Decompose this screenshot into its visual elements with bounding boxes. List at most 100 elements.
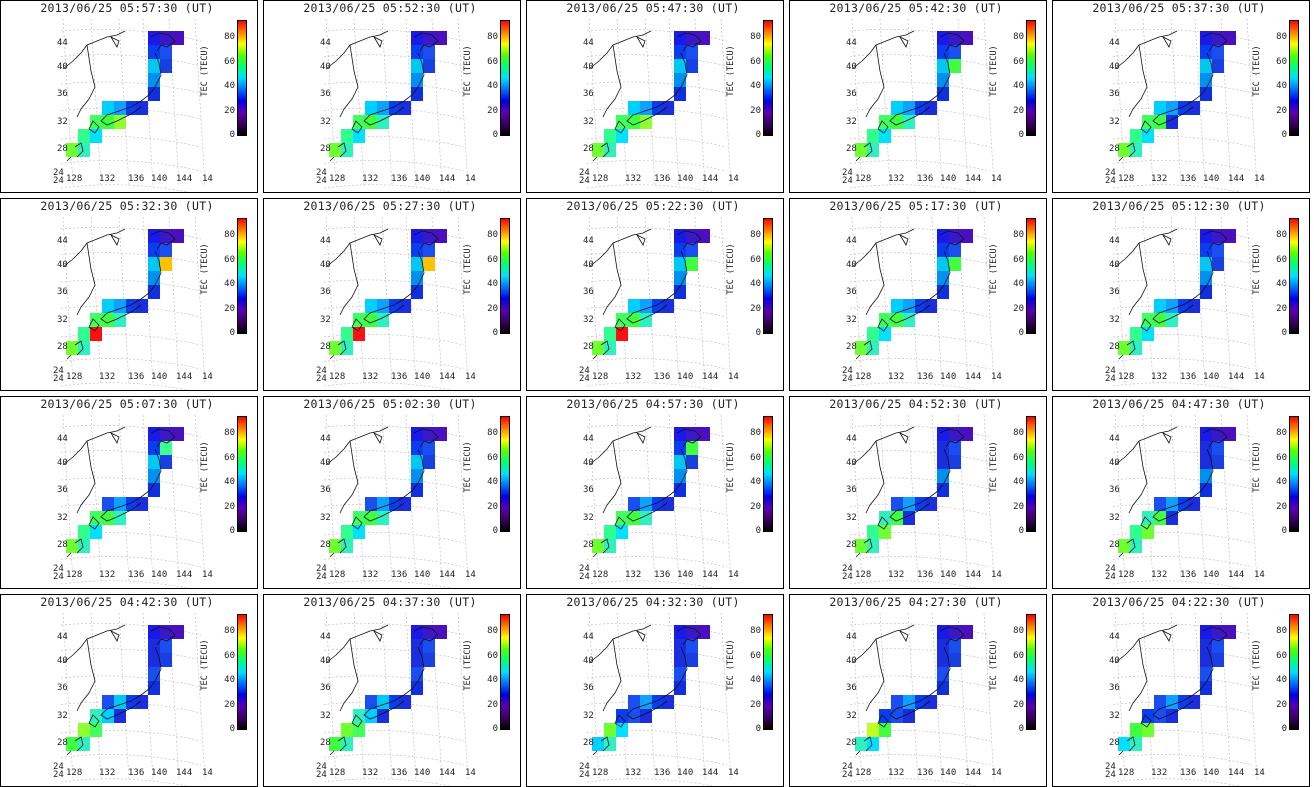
longitude-corner-label: 24 <box>579 770 590 780</box>
colorbar-tick: 40 <box>224 477 235 487</box>
panel-timestamp: 2013/06/25 05:02:30 (UT) <box>303 397 477 411</box>
tec-cell <box>961 31 973 45</box>
latitude-label: 40 <box>846 656 857 666</box>
graticule <box>586 612 732 786</box>
tec-cell <box>423 59 435 73</box>
tec-cell <box>1212 229 1224 243</box>
tec-cell <box>937 441 949 455</box>
tec-cell <box>341 327 353 341</box>
latitude-label: 24 <box>53 168 64 178</box>
tec-cells <box>329 229 447 355</box>
tec-cell <box>1166 115 1178 129</box>
colorbar-label: TEC (TECU) <box>989 639 999 691</box>
tec-cell <box>616 115 628 129</box>
tec-cell <box>903 709 915 723</box>
longitude-label: 128 <box>592 372 608 382</box>
longitude-label: 140 <box>940 570 956 580</box>
tec-cell <box>867 129 879 143</box>
tec-cell <box>1154 695 1166 709</box>
tec-colorbar <box>1026 416 1036 532</box>
tec-cell <box>686 45 698 59</box>
tec-cell <box>628 709 640 723</box>
colorbar-tick: 20 <box>487 303 498 314</box>
latitude-label: 44 <box>57 236 68 246</box>
colorbar-tick: 40 <box>750 279 761 289</box>
longitude-label: 14 <box>465 570 476 580</box>
colorbar-tick: 60 <box>487 56 498 67</box>
latitude-label: 24 <box>842 366 853 376</box>
tec-cell <box>102 313 114 327</box>
tec-cell <box>411 625 423 639</box>
tec-cell <box>949 243 961 257</box>
longitude-label: 128 <box>1118 372 1134 382</box>
tec-map-panel: 2013/06/25 05:27:30 (UT) 44 40 36 32 28 24 128… <box>263 198 521 391</box>
colorbar-tick: 20 <box>224 501 235 512</box>
longitude-label: 132 <box>625 768 641 778</box>
longitude-label: 14 <box>991 174 1002 184</box>
latitude-label: 28 <box>57 738 68 748</box>
longitude-corner-label: 24 <box>316 374 327 384</box>
coastline <box>851 624 965 756</box>
tec-cell <box>879 709 891 723</box>
latitude-label: 36 <box>1109 683 1120 693</box>
tec-colorbar <box>237 218 247 334</box>
longitude-label: 14 <box>728 768 739 778</box>
tec-cells <box>329 625 447 751</box>
colorbar-tick: 20 <box>1013 699 1024 710</box>
tec-cell <box>353 129 365 143</box>
longitude-label: 14 <box>202 570 213 580</box>
tec-cell <box>903 115 915 129</box>
longitude-label: 144 <box>439 174 455 184</box>
longitude-label: 14 <box>991 768 1002 778</box>
tec-cell <box>891 313 903 327</box>
tec-cell <box>1166 709 1178 723</box>
tec-cell <box>867 327 879 341</box>
coastline <box>588 624 702 756</box>
tec-cell <box>90 327 102 341</box>
longitude-corner-label: 24 <box>316 176 327 186</box>
tec-colorbar <box>1289 20 1299 136</box>
colorbar-tick: 0 <box>492 130 498 140</box>
colorbar-tick: 60 <box>1276 254 1287 265</box>
tec-cell <box>867 539 879 553</box>
longitude-label: 14 <box>728 570 739 580</box>
latitude-label: 28 <box>846 540 857 550</box>
longitude-label: 144 <box>965 372 981 382</box>
tec-cell <box>411 257 423 271</box>
latitude-label: 36 <box>583 485 594 495</box>
tec-cell <box>925 497 937 511</box>
longitude-label: 14 <box>465 174 476 184</box>
tec-cell <box>160 45 172 59</box>
latitude-label: 36 <box>57 485 68 495</box>
longitude-label: 144 <box>439 570 455 580</box>
latitude-label: 24 <box>316 366 327 376</box>
longitude-label: 136 <box>654 174 670 184</box>
tec-cell <box>90 129 102 143</box>
latitude-label: 44 <box>1109 38 1120 48</box>
tec-cell <box>78 539 90 553</box>
latitude-label: 44 <box>583 434 594 444</box>
tec-colorbar <box>1026 20 1036 136</box>
colorbar-tick: 0 <box>755 724 761 734</box>
longitude-label: 14 <box>1254 768 1265 778</box>
longitude-label: 132 <box>1151 570 1167 580</box>
longitude-label: 136 <box>654 768 670 778</box>
tec-cell <box>411 483 423 497</box>
latitude-label: 32 <box>846 315 857 325</box>
colorbar-label: TEC (TECU) <box>1252 243 1262 295</box>
tec-cell <box>961 625 973 639</box>
tec-cell <box>1200 625 1212 639</box>
colorbar-tick: 40 <box>1013 675 1024 685</box>
tec-colorbar <box>237 416 247 532</box>
latitude-label: 28 <box>583 540 594 550</box>
colorbar-label: TEC (TECU) <box>1252 45 1262 97</box>
tec-colorbar <box>237 20 247 136</box>
tec-cell <box>353 327 365 341</box>
tec-cell <box>879 129 891 143</box>
latitude-label: 36 <box>846 683 857 693</box>
tec-cell <box>616 709 628 723</box>
tec-cells <box>1118 229 1236 355</box>
